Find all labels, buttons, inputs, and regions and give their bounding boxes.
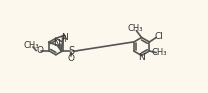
Text: O: O — [67, 54, 74, 63]
Text: S: S — [68, 46, 74, 56]
Text: N: N — [138, 53, 145, 62]
Text: H: H — [61, 35, 66, 44]
Text: CH₃: CH₃ — [151, 48, 167, 57]
Text: N: N — [54, 39, 60, 48]
Text: CH₃: CH₃ — [24, 41, 39, 50]
Text: Cl: Cl — [154, 32, 163, 41]
Text: N: N — [61, 33, 68, 42]
Text: O: O — [36, 46, 43, 55]
Text: CH₃: CH₃ — [127, 24, 142, 33]
